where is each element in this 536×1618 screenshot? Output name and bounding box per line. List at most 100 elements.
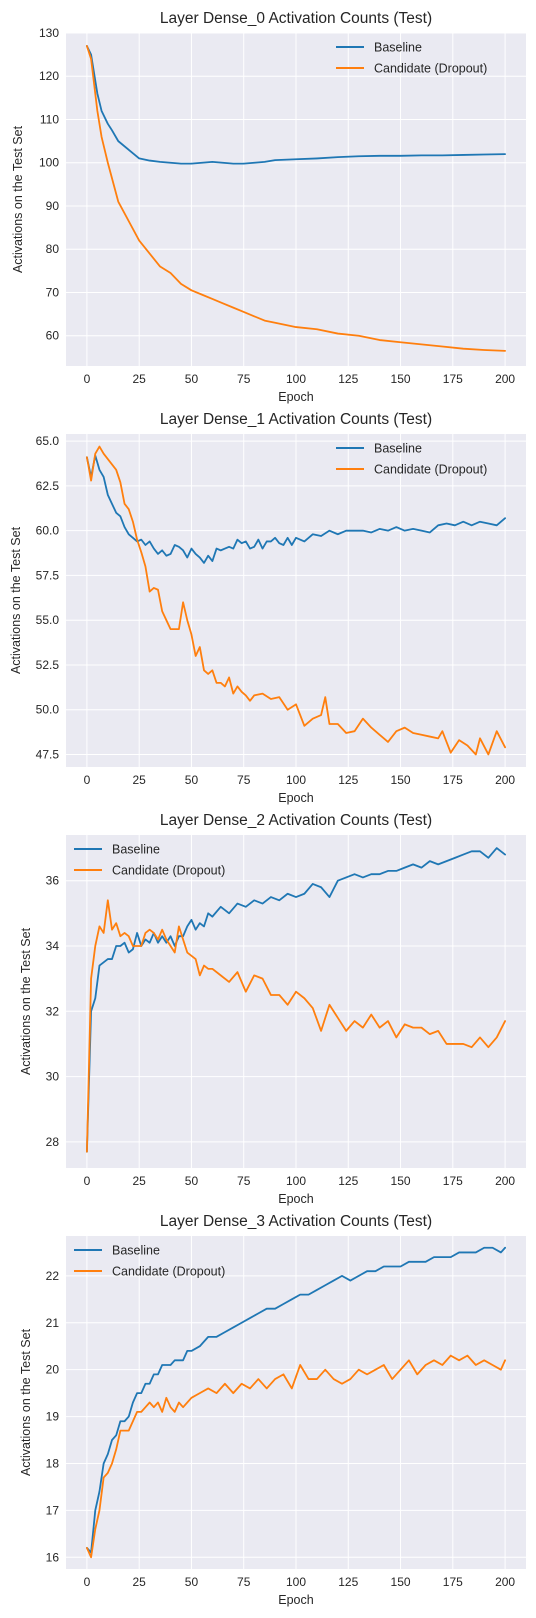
chart-2: 0 25 50 75 100 125 150 175 200 28 30 32 34 36 Layer De… bbox=[19, 812, 526, 1206]
x-tick-label: 150 bbox=[391, 773, 411, 787]
x-tick-label: 125 bbox=[338, 1174, 358, 1188]
x-tick-label: 100 bbox=[286, 1575, 306, 1589]
y-tick-label: 36 bbox=[46, 874, 60, 888]
x-tick-label: 125 bbox=[338, 773, 358, 787]
x-tick-label: 200 bbox=[495, 1575, 515, 1589]
y-axis-label: Activations on the Test Set bbox=[19, 1328, 33, 1476]
y-tick-label: 47.5 bbox=[36, 747, 60, 761]
x-tick-label: 0 bbox=[84, 372, 91, 386]
series-line-baseline bbox=[86, 1246, 506, 1554]
legend: Baseline Candidate (Dropout) bbox=[74, 843, 225, 878]
chart-title: Layer Dense_3 Activation Counts (Test) bbox=[160, 1213, 432, 1230]
y-tick-label: 57.5 bbox=[36, 568, 60, 582]
chart-title: Layer Dense_1 Activation Counts (Test) bbox=[160, 411, 432, 428]
y-tick-label: 28 bbox=[46, 1135, 60, 1149]
series-line-candidate bbox=[86, 45, 506, 352]
legend-label: Baseline bbox=[112, 843, 160, 857]
x-tick-label: 200 bbox=[495, 372, 515, 386]
x-axis-label: Epoch bbox=[278, 1192, 313, 1206]
x-tick-label: 175 bbox=[443, 372, 463, 386]
y-axis-label: Activations on the Test Set bbox=[11, 125, 25, 273]
series-line-candidate bbox=[86, 899, 506, 1153]
y-tick-label: 120 bbox=[39, 69, 59, 83]
x-tick-label: 125 bbox=[338, 1575, 358, 1589]
series-line-candidate bbox=[86, 1354, 506, 1559]
x-tick-label: 75 bbox=[237, 372, 251, 386]
legend-label: Candidate (Dropout) bbox=[112, 864, 225, 878]
x-tick-label: 25 bbox=[133, 1575, 147, 1589]
legend: Baseline Candidate (Dropout) bbox=[74, 1244, 225, 1279]
x-tick-label: 0 bbox=[84, 1575, 91, 1589]
y-tick-label: 34 bbox=[46, 939, 60, 953]
x-tick-label: 0 bbox=[84, 1174, 91, 1188]
y-tick-label: 60 bbox=[46, 329, 60, 343]
x-tick-label: 175 bbox=[443, 773, 463, 787]
x-tick-label: 25 bbox=[133, 773, 147, 787]
x-tick-label: 25 bbox=[133, 1174, 147, 1188]
x-tick-label: 75 bbox=[237, 1575, 251, 1589]
legend-label: Candidate (Dropout) bbox=[374, 62, 487, 76]
y-tick-label: 22 bbox=[46, 1269, 60, 1283]
x-tick-label: 25 bbox=[133, 372, 147, 386]
y-tick-label: 110 bbox=[40, 112, 59, 126]
x-tick-label: 150 bbox=[391, 372, 411, 386]
y-tick-label: 50.0 bbox=[36, 703, 60, 717]
x-tick-label: 100 bbox=[286, 1174, 306, 1188]
legend-label: Baseline bbox=[112, 1244, 160, 1258]
y-tick-label: 19 bbox=[46, 1410, 60, 1424]
y-tick-label: 60.0 bbox=[36, 524, 60, 538]
legend-label: Candidate (Dropout) bbox=[112, 1265, 225, 1279]
y-tick-label: 32 bbox=[46, 1004, 60, 1018]
y-tick-label: 52.5 bbox=[36, 658, 60, 672]
x-tick-label: 175 bbox=[443, 1174, 463, 1188]
y-tick-label: 18 bbox=[46, 1456, 60, 1470]
legend: Baseline Candidate (Dropout) bbox=[336, 442, 487, 477]
y-tick-label: 21 bbox=[46, 1316, 60, 1330]
series-line-baseline bbox=[86, 45, 506, 165]
x-tick-label: 100 bbox=[286, 773, 306, 787]
legend: Baseline Candidate (Dropout) bbox=[336, 41, 487, 76]
chart-1: 0 25 50 75 100 125 150 175 200 47.5 50.0 52.5 55.0 57… bbox=[9, 411, 526, 805]
x-tick-label: 75 bbox=[237, 773, 251, 787]
legend-label: Baseline bbox=[374, 41, 422, 55]
y-tick-label: 62.5 bbox=[36, 479, 60, 493]
y-axis-label: Activations on the Test Set bbox=[9, 526, 23, 674]
chart-3: 0 25 50 75 100 125 150 175 200 16 17 18 19 20 21 22 Laye… bbox=[19, 1213, 526, 1607]
y-tick-label: 17 bbox=[46, 1503, 60, 1517]
x-axis-label: Epoch bbox=[278, 1593, 313, 1607]
x-tick-label: 175 bbox=[443, 1575, 463, 1589]
series-line-candidate bbox=[86, 445, 506, 756]
x-tick-label: 75 bbox=[237, 1174, 251, 1188]
x-tick-label: 150 bbox=[391, 1174, 411, 1188]
y-tick-label: 30 bbox=[46, 1070, 60, 1084]
y-tick-label: 100 bbox=[39, 156, 59, 170]
legend-label: Baseline bbox=[374, 442, 422, 456]
chart-0: 0 25 50 75 100 125 150 175 200 60 70 80 90 100 110 120 1… bbox=[11, 10, 526, 404]
y-axis-label: Activations on the Test Set bbox=[19, 927, 33, 1075]
series-line-baseline bbox=[86, 454, 506, 564]
x-tick-label: 125 bbox=[338, 372, 358, 386]
y-tick-label: 80 bbox=[46, 242, 60, 256]
chart-title: Layer Dense_0 Activation Counts (Test) bbox=[160, 10, 432, 27]
legend-label: Candidate (Dropout) bbox=[374, 463, 487, 477]
x-tick-label: 150 bbox=[391, 1575, 411, 1589]
x-tick-label: 200 bbox=[495, 773, 515, 787]
x-tick-label: 100 bbox=[286, 372, 306, 386]
y-tick-label: 130 bbox=[39, 26, 59, 40]
series-line-baseline bbox=[86, 847, 506, 1153]
y-tick-label: 65.0 bbox=[36, 434, 60, 448]
y-tick-label: 20 bbox=[46, 1363, 60, 1377]
x-tick-label: 50 bbox=[185, 1575, 199, 1589]
x-axis-label: Epoch bbox=[278, 390, 313, 404]
x-tick-label: 50 bbox=[185, 773, 199, 787]
x-tick-label: 50 bbox=[185, 372, 199, 386]
y-tick-label: 16 bbox=[46, 1550, 60, 1564]
y-tick-label: 90 bbox=[46, 199, 60, 213]
chart-title: Layer Dense_2 Activation Counts (Test) bbox=[160, 812, 432, 829]
y-tick-label: 70 bbox=[46, 285, 60, 299]
y-tick-label: 55.0 bbox=[36, 613, 60, 627]
x-axis-label: Epoch bbox=[278, 791, 313, 805]
x-tick-label: 50 bbox=[185, 1174, 199, 1188]
